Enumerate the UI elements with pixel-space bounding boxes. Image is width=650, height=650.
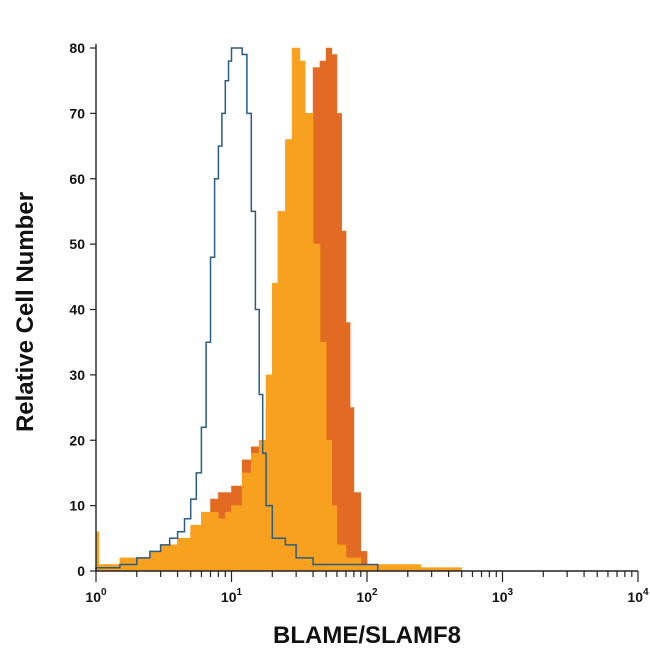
y-axis: 0 10 20 30 40 50 60 70 80 [69, 40, 97, 579]
x-tick-label: 104 [627, 587, 649, 605]
x-axis: 100 101 102 103 104 [85, 570, 649, 605]
y-tick-label: 0 [77, 563, 85, 579]
histogram-series [95, 47, 462, 572]
y-tick-label: 80 [69, 40, 85, 56]
y-axis-title: Relative Cell Number [12, 192, 39, 432]
x-tick-label: 103 [492, 587, 514, 605]
histogram-series-2 [95, 47, 379, 571]
x-tick-label: 102 [356, 587, 378, 605]
x-tick-label: 101 [221, 587, 243, 605]
y-tick-label: 30 [69, 367, 85, 383]
y-tick-label: 50 [69, 236, 85, 252]
y-tick-label: 70 [69, 105, 85, 121]
x-tick-label: 100 [85, 587, 107, 605]
y-tick-label: 60 [69, 171, 85, 187]
y-tick-label: 20 [69, 432, 85, 448]
histogram-series-1 [95, 47, 462, 572]
x-axis-title: BLAME/SLAMF8 [273, 622, 461, 649]
y-tick-label: 10 [69, 498, 85, 514]
y-tick-label: 40 [69, 302, 85, 318]
